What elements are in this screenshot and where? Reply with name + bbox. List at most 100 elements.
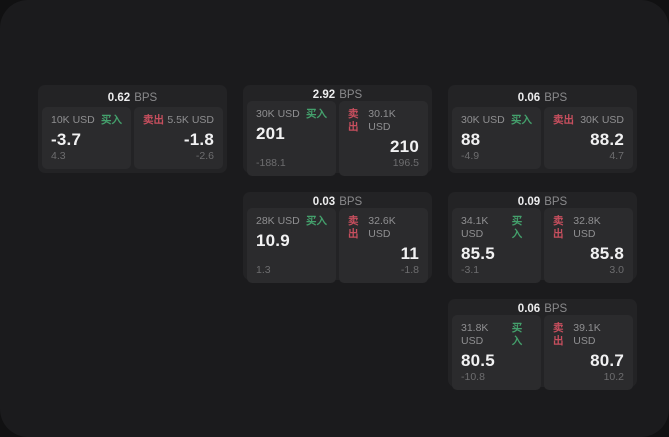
- buy-sub-value: -188.1: [256, 157, 286, 169]
- buy-size-label: 10K USD: [51, 114, 95, 126]
- sell-badge: 卖出: [553, 322, 564, 347]
- spread-value: 0.09: [517, 196, 541, 208]
- spread-unit-label: BPS: [544, 303, 568, 315]
- sell-panel-top: 卖出 30.1K USD: [348, 108, 419, 134]
- quotes-grid: 0.62 BPS 10K USD 买入 -3.7 4.3 卖出 5.5K USD…: [38, 85, 637, 390]
- sell-price: 210: [390, 137, 419, 156]
- buy-price: 88: [461, 130, 481, 149]
- quote-card: 0.06 BPS 31.8K USD 买入 80.5 -10.8 卖出 39.1…: [448, 299, 637, 390]
- buy-size-label: 31.8K USD: [461, 322, 489, 347]
- spread-value: 2.92: [312, 89, 336, 101]
- sell-panel-top: 卖出 30K USD: [553, 114, 624, 127]
- buy-badge: 买入: [306, 108, 327, 120]
- buy-quote-panel[interactable]: 34.1K USD 买入 85.5 -3.1: [452, 208, 541, 283]
- sell-quote-panel[interactable]: 卖出 5.5K USD -1.8 -2.6: [134, 107, 223, 169]
- spread-value: 0.62: [107, 92, 131, 104]
- buy-size-label: 34.1K USD: [461, 215, 489, 240]
- sell-quote-panel[interactable]: 卖出 39.1K USD 80.7 10.2: [544, 315, 633, 390]
- spread-value: 0.06: [517, 303, 541, 315]
- sell-quote-panel[interactable]: 卖出 30K USD 88.2 4.7: [544, 107, 633, 169]
- buy-sub-value: -3.1: [461, 264, 480, 276]
- buy-sub-value: 4.3: [51, 150, 66, 162]
- buy-quote-panel[interactable]: 28K USD 买入 10.9 1.3: [247, 208, 336, 283]
- sell-price: 11: [400, 244, 419, 263]
- quote-card: 2.92 BPS 30K USD 买入 201 -188.1 卖出 30.1K …: [243, 85, 432, 176]
- quote-panels: 31.8K USD 买入 80.5 -10.8 卖出 39.1K USD 80.…: [452, 315, 633, 390]
- buy-size-label: 28K USD: [256, 215, 300, 227]
- sell-sub-value: 3.0: [609, 264, 624, 276]
- sell-size-label: 32.6K USD: [368, 215, 396, 240]
- sell-panel-top: 卖出 32.8K USD: [553, 215, 624, 241]
- spread-value: 0.03: [312, 196, 336, 208]
- buy-badge: 买入: [511, 114, 532, 126]
- sell-size-label: 30K USD: [580, 114, 624, 126]
- quote-card: 0.62 BPS 10K USD 买入 -3.7 4.3 卖出 5.5K USD…: [38, 85, 227, 173]
- buy-quote-panel[interactable]: 30K USD 买入 201 -188.1: [247, 101, 336, 176]
- buy-sub-value: -4.9: [461, 150, 480, 162]
- sell-badge: 卖出: [553, 114, 574, 126]
- buy-size-label: 30K USD: [461, 114, 505, 126]
- buy-panel-top: 10K USD 买入: [51, 114, 122, 127]
- quote-panels: 30K USD 买入 201 -188.1 卖出 30.1K USD 210 1…: [247, 101, 428, 176]
- buy-sub-value: 1.3: [256, 264, 271, 276]
- spread-unit-label: BPS: [544, 196, 568, 208]
- sell-quote-panel[interactable]: 卖出 30.1K USD 210 196.5: [339, 101, 428, 176]
- spread-header: 0.62 BPS: [42, 89, 223, 107]
- sell-badge: 卖出: [553, 215, 564, 240]
- spread-unit-label: BPS: [134, 92, 158, 104]
- sell-badge: 卖出: [143, 114, 164, 126]
- sell-price: 80.7: [590, 351, 624, 370]
- buy-price: -3.7: [51, 130, 82, 149]
- sell-badge: 卖出: [348, 108, 359, 133]
- buy-badge: 买入: [306, 215, 327, 227]
- sell-quote-panel[interactable]: 卖出 32.6K USD 11 -1.8: [339, 208, 428, 283]
- sell-price: 88.2: [590, 130, 624, 149]
- quote-panels: 10K USD 买入 -3.7 4.3 卖出 5.5K USD -1.8 -2.…: [42, 107, 223, 169]
- spread-header: 0.06 BPS: [452, 303, 633, 315]
- quote-card: 0.09 BPS 34.1K USD 买入 85.5 -3.1 卖出 32.8K…: [448, 192, 637, 283]
- buy-sub-value: -10.8: [461, 371, 485, 383]
- sell-price: -1.8: [183, 130, 214, 149]
- quote-panels: 28K USD 买入 10.9 1.3 卖出 32.6K USD 11 -1.8: [247, 208, 428, 283]
- sell-size-label: 32.8K USD: [573, 215, 601, 240]
- quote-panels: 34.1K USD 买入 85.5 -3.1 卖出 32.8K USD 85.8…: [452, 208, 633, 283]
- sell-price: 85.8: [590, 244, 624, 263]
- buy-panel-top: 31.8K USD 买入: [461, 322, 532, 348]
- buy-badge: 买入: [511, 215, 523, 240]
- sell-size-label: 39.1K USD: [573, 322, 601, 347]
- buy-price: 10.9: [256, 231, 290, 250]
- quote-panels: 30K USD 买入 88 -4.9 卖出 30K USD 88.2 4.7: [452, 107, 633, 169]
- buy-quote-panel[interactable]: 10K USD 买入 -3.7 4.3: [42, 107, 131, 169]
- sell-panel-top: 卖出 32.6K USD: [348, 215, 419, 241]
- spread-unit-label: BPS: [544, 92, 568, 104]
- spread-header: 0.09 BPS: [452, 196, 633, 208]
- sell-size-label: 30.1K USD: [368, 108, 396, 133]
- buy-panel-top: 28K USD 买入: [256, 215, 327, 228]
- sell-sub-value: -1.8: [400, 264, 419, 276]
- sell-sub-value: 196.5: [392, 157, 419, 169]
- buy-size-label: 30K USD: [256, 108, 300, 120]
- sell-quote-panel[interactable]: 卖出 32.8K USD 85.8 3.0: [544, 208, 633, 283]
- buy-badge: 买入: [101, 114, 122, 126]
- buy-price: 85.5: [461, 244, 495, 263]
- buy-price: 80.5: [461, 351, 495, 370]
- sell-size-label: 5.5K USD: [167, 114, 214, 126]
- buy-quote-panel[interactable]: 31.8K USD 买入 80.5 -10.8: [452, 315, 541, 390]
- spread-header: 0.03 BPS: [247, 196, 428, 208]
- spread-value: 0.06: [517, 92, 541, 104]
- spread-header: 2.92 BPS: [247, 89, 428, 101]
- buy-price: 201: [256, 124, 285, 143]
- sell-sub-value: -2.6: [195, 150, 214, 162]
- buy-quote-panel[interactable]: 30K USD 买入 88 -4.9: [452, 107, 541, 169]
- spread-unit-label: BPS: [339, 89, 363, 101]
- buy-panel-top: 34.1K USD 买入: [461, 215, 532, 241]
- buy-badge: 买入: [511, 322, 523, 347]
- sell-sub-value: 4.7: [609, 150, 624, 162]
- buy-panel-top: 30K USD 买入: [256, 108, 327, 121]
- sell-panel-top: 卖出 5.5K USD: [143, 114, 214, 127]
- spread-header: 0.06 BPS: [452, 89, 633, 107]
- buy-panel-top: 30K USD 买入: [461, 114, 532, 127]
- sell-sub-value: 10.2: [603, 371, 624, 383]
- spread-unit-label: BPS: [339, 196, 363, 208]
